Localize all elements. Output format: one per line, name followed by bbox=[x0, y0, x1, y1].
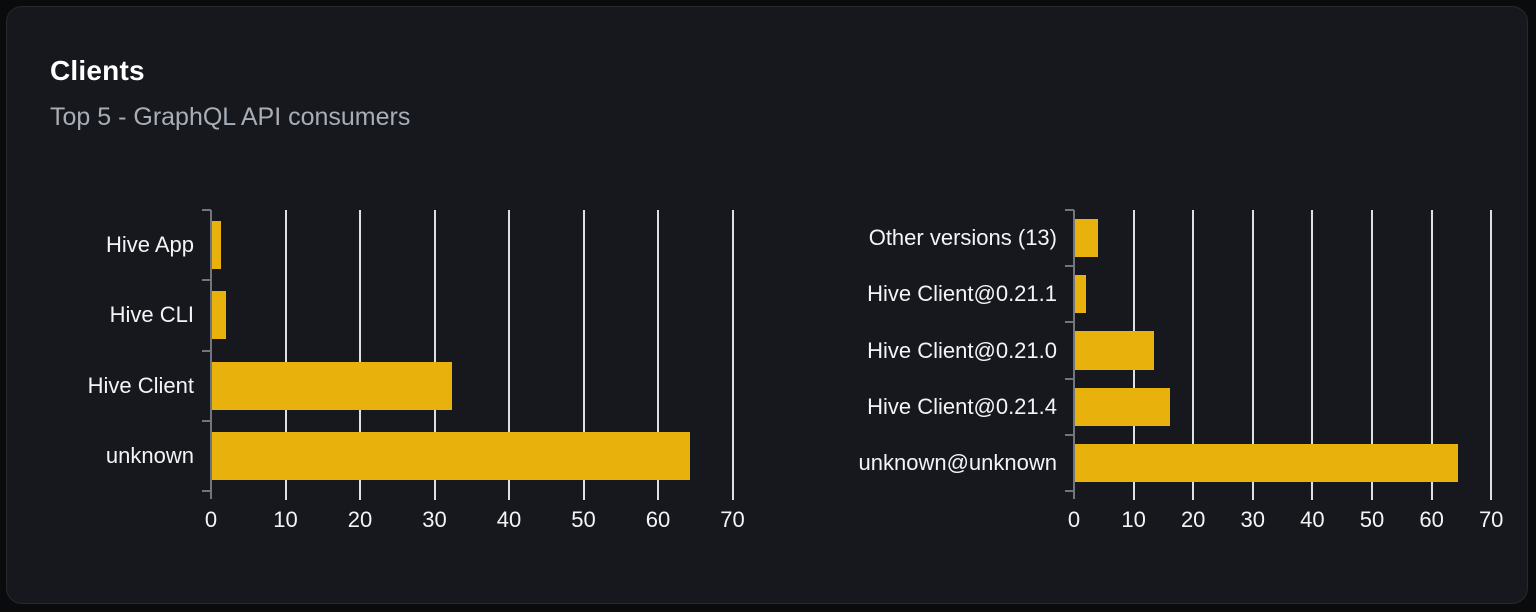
x-axis-tick-label: 0 bbox=[204, 507, 218, 532]
y-axis-tick bbox=[1065, 377, 1074, 380]
y-axis-tick bbox=[202, 419, 211, 422]
card-subtitle: Top 5 - GraphQL API consumers bbox=[50, 103, 411, 131]
clients-by-version-chart: 0 10 20 30 40 50 60 70 Other versions (13) Hive C… bbox=[7, 7, 1527, 603]
gridline-x70 bbox=[731, 210, 734, 500]
clients-by-name-chart: 0 10 20 30 40 50 60 70 Hive App Hive CLI Hive Clie… bbox=[7, 7, 1527, 603]
gridline-x20 bbox=[359, 210, 361, 500]
bar-hive-client[interactable] bbox=[212, 361, 452, 410]
x-axis-tick-label: 10 bbox=[273, 507, 298, 532]
x-axis-tick-label: 60 bbox=[645, 507, 671, 532]
category-label-hive-cli: Hive CLI bbox=[109, 302, 194, 328]
bar-other-versions-13[interactable] bbox=[1075, 218, 1098, 258]
category-label-hive-client: Hive Client bbox=[87, 372, 194, 398]
x-axis-tick-label: 30 bbox=[422, 507, 447, 532]
bar-hive-cli[interactable] bbox=[212, 291, 227, 340]
x-axis-tick-label: 40 bbox=[496, 507, 522, 532]
category-label-other-versions-13: Other versions (13) bbox=[868, 225, 1057, 251]
bar-unknown-unknown[interactable] bbox=[1075, 443, 1458, 482]
y-axis-tick bbox=[1065, 321, 1074, 324]
y-axis-tick bbox=[202, 279, 211, 282]
gridline-x30 bbox=[1251, 210, 1254, 500]
y-axis-tick bbox=[1065, 209, 1074, 211]
category-label-hive-client-0-21-4: Hive Client@0.21.4 bbox=[867, 393, 1057, 419]
category-label-unknown: unknown bbox=[105, 442, 194, 468]
card-title: Clients bbox=[50, 55, 145, 86]
gridline-x50 bbox=[1371, 210, 1373, 500]
gridline-x30 bbox=[433, 210, 436, 500]
x-axis-tick-label: 70 bbox=[720, 507, 745, 532]
x-axis-tick-label: 10 bbox=[1121, 507, 1146, 532]
gridline-x10 bbox=[284, 210, 287, 500]
x-axis-tick-label: 0 bbox=[1067, 507, 1081, 532]
x-axis-tick-label: 40 bbox=[1300, 507, 1325, 532]
y-axis-tick bbox=[1065, 433, 1074, 436]
x-axis-tick-label: 50 bbox=[571, 507, 596, 532]
x-axis-tick-label: 20 bbox=[347, 507, 373, 532]
bar-unknown[interactable] bbox=[212, 431, 691, 480]
y-axis-line bbox=[1073, 210, 1075, 499]
x-axis-tick-label: 50 bbox=[1359, 507, 1385, 532]
clients-card: Clients Top 5 - GraphQL API consumers 0 1… bbox=[6, 6, 1528, 604]
gridline-x60 bbox=[1430, 210, 1433, 500]
y-axis-tick bbox=[1065, 490, 1074, 492]
bar-hive-client-0-21-0[interactable] bbox=[1075, 331, 1155, 370]
gridline-x20 bbox=[1192, 210, 1195, 500]
x-axis-tick-label: 60 bbox=[1419, 507, 1444, 532]
gridline-x40 bbox=[508, 210, 510, 500]
y-axis-tick bbox=[202, 349, 211, 352]
bar-hive-app[interactable] bbox=[212, 221, 221, 269]
category-label-hive-client-0-21-1: Hive Client@0.21.1 bbox=[867, 281, 1057, 307]
x-axis-tick-label: 30 bbox=[1240, 507, 1266, 532]
x-axis-tick-label: 70 bbox=[1478, 507, 1504, 532]
y-axis-tick bbox=[202, 490, 211, 492]
category-label-unknown-unknown: unknown@unknown bbox=[858, 449, 1057, 475]
y-axis-tick bbox=[202, 209, 211, 211]
y-axis-line bbox=[210, 210, 212, 499]
bar-hive-client-0-21-4[interactable] bbox=[1075, 387, 1171, 426]
bar-hive-client-0-21-1[interactable] bbox=[1075, 275, 1087, 314]
gridline-x40 bbox=[1311, 210, 1314, 500]
category-label-hive-client-0-21-0: Hive Client@0.21.0 bbox=[867, 337, 1057, 363]
gridline-x60 bbox=[657, 210, 659, 500]
category-label-hive-app: Hive App bbox=[105, 232, 194, 258]
y-axis-tick bbox=[1065, 265, 1074, 268]
gridline-x70 bbox=[1490, 210, 1493, 500]
x-axis-tick-label: 20 bbox=[1180, 507, 1206, 532]
gridline-x50 bbox=[582, 210, 585, 500]
